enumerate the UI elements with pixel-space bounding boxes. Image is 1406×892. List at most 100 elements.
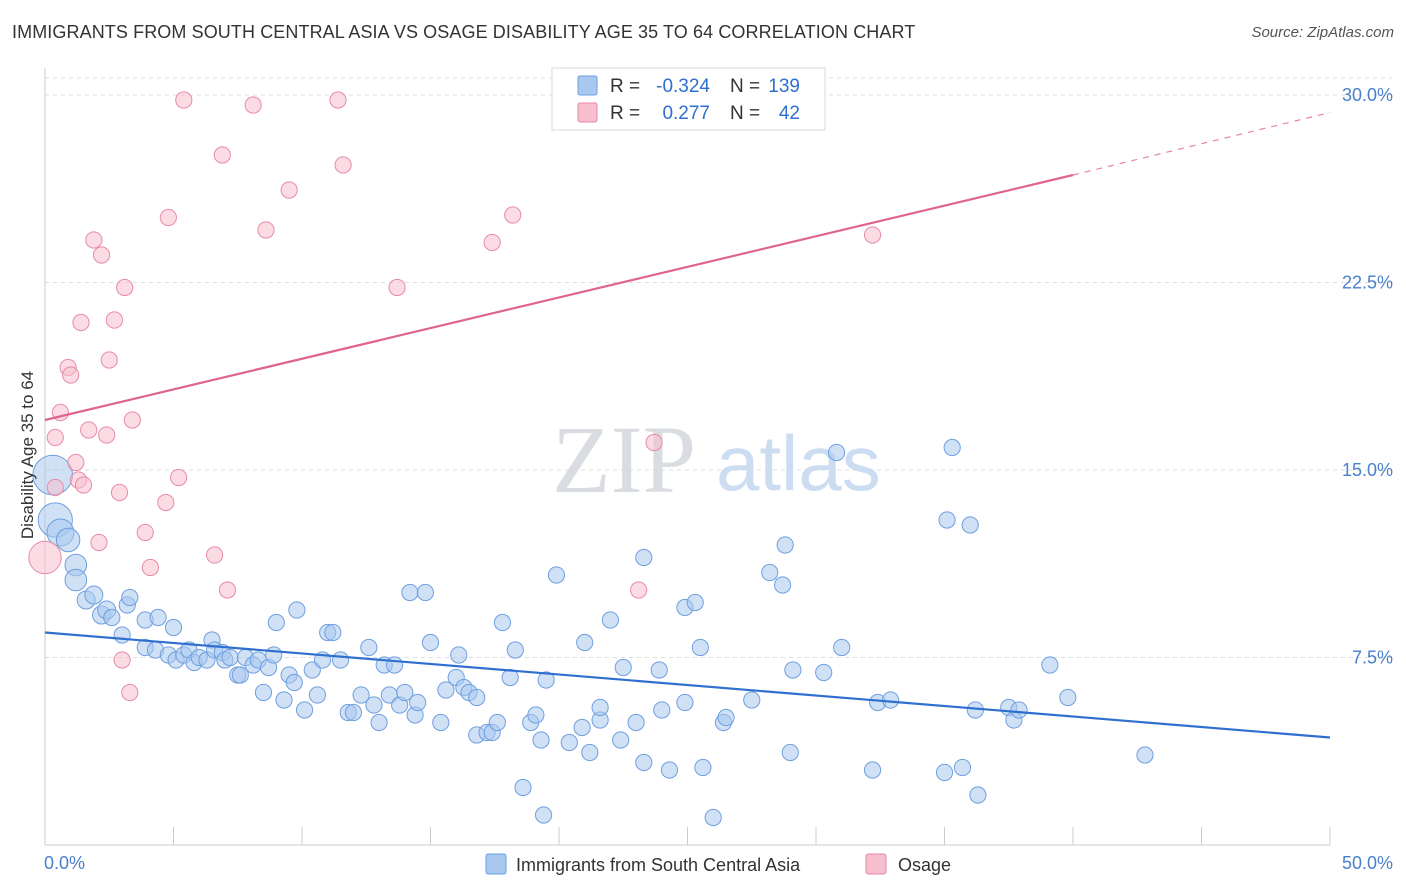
osage-point-30 [218, 581, 237, 599]
grid-lines [45, 77, 1392, 658]
immigrants-point-61 [396, 683, 414, 702]
osage-point-12 [90, 533, 108, 552]
osage-point-31 [244, 96, 262, 114]
immigrants-point-125 [953, 758, 972, 777]
legend-n-value-0: 139 [768, 76, 800, 97]
bottom-legend-label-immigrants: Immigrants from South Central Asia [516, 855, 801, 875]
immigrants-point-113 [773, 576, 792, 594]
immigrants-point-120 [863, 761, 882, 779]
immigrants-point-134 [1059, 688, 1077, 707]
immigrants-point-119 [833, 638, 851, 657]
immigrants-point-65 [416, 583, 434, 602]
osage-point-22 [136, 523, 154, 542]
immigrants-point-7 [84, 585, 104, 605]
immigrants-point-5 [64, 568, 88, 592]
osage-point-35 [334, 156, 352, 174]
legend-swatch-immigrants [577, 75, 598, 96]
immigrants-point-13 [121, 588, 139, 607]
immigrants-point-78 [493, 613, 512, 632]
bottom-legend-label-osage: Osage [898, 855, 951, 875]
osage-point-8 [72, 313, 90, 332]
immigrants-point-88 [560, 733, 578, 752]
immigrants-point-79 [501, 668, 519, 687]
immigrants-point-104 [676, 693, 694, 712]
immigrants-point-86 [534, 806, 553, 824]
osage-point-19 [116, 278, 134, 297]
immigrants-point-116 [784, 661, 802, 679]
watermark: ZIP atlas [552, 406, 881, 513]
osage-point-18 [113, 651, 131, 669]
source-label: Source: ZipAtlas.com [1251, 24, 1394, 41]
immigrants-point-64 [409, 693, 427, 712]
osage-point-14 [98, 426, 116, 444]
immigrants-point-43 [288, 601, 306, 619]
immigrants-point-38 [265, 646, 283, 664]
immigrants-point-100 [650, 661, 668, 679]
immigrants-point-56 [370, 713, 388, 732]
immigrants-point-87 [547, 566, 566, 584]
x-tick-labels: 0.0% 50.0% [44, 853, 1393, 873]
osage-point-13 [92, 246, 111, 264]
immigrants-point-49 [324, 623, 342, 642]
immigrants-point-40 [275, 691, 293, 709]
immigrants-point-85 [537, 671, 555, 689]
immigrants-point-135 [1136, 746, 1154, 764]
immigrants-point-105 [686, 593, 704, 612]
osage-point-0 [28, 540, 62, 575]
immigrants-point-32 [231, 666, 249, 684]
legend-swatch-osage [577, 102, 598, 123]
immigrants-point-94 [601, 611, 620, 629]
legend-n-label-0: N = [730, 76, 760, 97]
immigrants-point-126 [938, 511, 956, 529]
osage-point-24 [157, 493, 175, 512]
immigrants-point-122 [881, 691, 900, 709]
osage-point-36 [388, 278, 406, 297]
osage-point-1 [46, 478, 64, 497]
osage-point-33 [280, 181, 298, 199]
immigrants-point-42 [285, 673, 303, 692]
immigrants-point-77 [488, 713, 506, 732]
osage-point-25 [159, 208, 177, 227]
immigrants-point-39 [267, 613, 285, 632]
osage-point-40 [645, 433, 663, 452]
x-tick-label-0: 0.0% [44, 853, 85, 873]
immigrants-point-30 [221, 648, 239, 667]
bottom-legend-swatch-osage [865, 853, 887, 875]
immigrants-point-101 [653, 701, 671, 719]
immigrants-point-95 [612, 731, 630, 749]
immigrants-point-10 [103, 608, 121, 627]
immigrants-point-70 [450, 646, 468, 664]
osage-trend-extension [1072, 111, 1331, 176]
immigrants-point-68 [437, 681, 455, 699]
y-tick-label-2: 22.5% [1342, 273, 1393, 293]
legend-r-label-1: R = [610, 103, 640, 124]
chart-title: IMMIGRANTS FROM SOUTH CENTRAL ASIA VS OS… [12, 22, 916, 42]
osage-point-2 [46, 428, 64, 447]
osage-point-29 [213, 146, 231, 164]
immigrants-point-50 [331, 651, 350, 669]
immigrants-point-108 [704, 808, 722, 827]
immigrants-point-3 [55, 527, 81, 553]
immigrants-point-44 [295, 701, 314, 719]
immigrants-point-52 [344, 703, 362, 722]
immigrants-point-118 [827, 443, 846, 462]
y-axis-title: Disability Age 35 to 64 [18, 371, 37, 539]
immigrants-point-91 [581, 743, 599, 762]
osage-trend-line [44, 173, 1074, 422]
immigrants-point-133 [1041, 656, 1059, 674]
osage-point-39 [630, 581, 648, 599]
immigrants-point-115 [781, 743, 799, 762]
osage-point-10 [80, 421, 98, 439]
immigrants-point-90 [576, 633, 594, 652]
immigrants-point-102 [660, 761, 679, 779]
series-legend: Immigrants from South Central Asia Osage [485, 853, 951, 875]
osage-point-27 [175, 91, 193, 109]
osage-point-16 [105, 311, 123, 329]
osage-point-9 [74, 476, 93, 494]
legend-r-label-0: R = [610, 76, 640, 97]
osage-point-32 [257, 221, 275, 239]
immigrants-point-84 [532, 731, 550, 749]
immigrants-point-11 [113, 626, 131, 644]
immigrants-point-83 [527, 706, 545, 724]
